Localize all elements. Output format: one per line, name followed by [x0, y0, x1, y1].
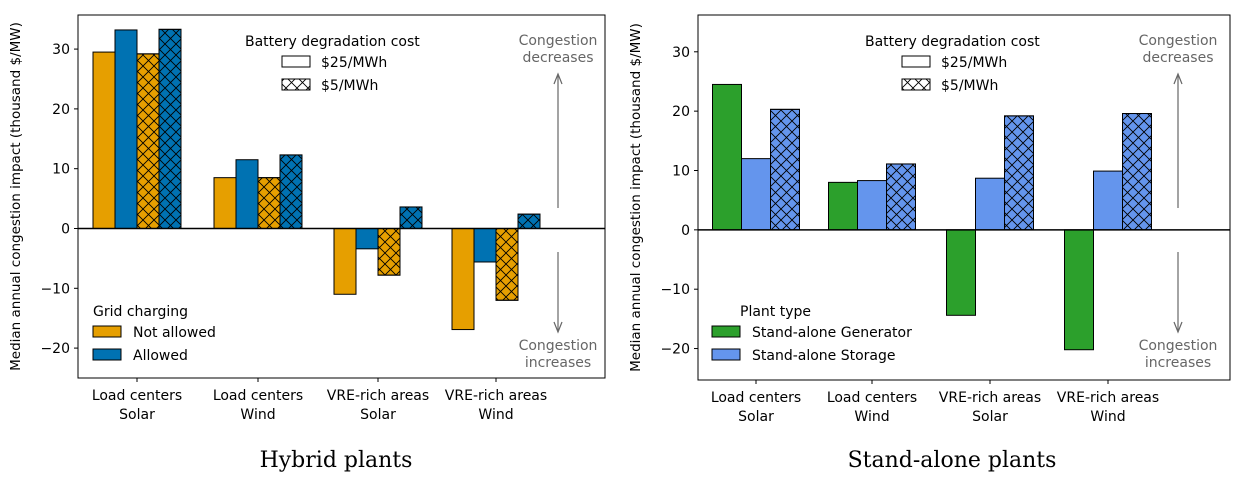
y-tick-label: 30: [52, 42, 70, 58]
plot-frame: [77, 14, 606, 379]
y-axis-label: Median annual congestion impact (thousan…: [628, 23, 644, 372]
legend-swatch: [901, 55, 931, 68]
y-tick-label: 0: [681, 223, 690, 239]
y-tick-label: 10: [672, 163, 690, 179]
arrow-up-head-icon: [553, 72, 563, 85]
x-tick-label: VRE-rich areas Wind: [1057, 390, 1159, 425]
bar-hatch: [517, 213, 541, 229]
bar-hatch: [158, 28, 182, 229]
legend-swatch-hatch: [901, 78, 931, 91]
y-tick-label: −20: [660, 342, 690, 358]
bar-hatch: [495, 227, 519, 301]
bar: [213, 177, 237, 229]
bar-hatch: [257, 177, 281, 229]
bar: [1093, 170, 1123, 231]
bar-hatch: [377, 227, 401, 276]
legend-type-item: Not allowed: [133, 325, 216, 341]
chart-title: Stand-alone plants: [848, 448, 1057, 473]
legend-cost-title: Battery degradation cost: [245, 34, 420, 50]
legend-cost-item: $25/MWh: [321, 55, 387, 71]
bar: [355, 227, 379, 250]
bar-hatch: [1122, 113, 1152, 231]
bar-hatch: [279, 154, 303, 229]
bar: [333, 227, 357, 295]
legend-swatch: [281, 55, 311, 68]
bar-hatch: [136, 53, 160, 229]
legend-swatch: [92, 348, 122, 361]
annotation-increases: Congestion increases: [519, 338, 598, 371]
x-tick-label: Load centers Solar: [92, 388, 182, 423]
bar: [92, 51, 116, 229]
annotation-increases: Congestion increases: [1139, 338, 1218, 371]
legend-type-item: Allowed: [133, 348, 188, 364]
bar: [473, 227, 497, 263]
bar-hatch: [399, 206, 423, 229]
bar: [946, 229, 976, 316]
bar-hatch: [770, 108, 800, 231]
legend-cost-item: $25/MWh: [941, 55, 1007, 71]
y-tick-label: −10: [40, 281, 70, 297]
x-tick-label: VRE-rich areas Solar: [939, 390, 1041, 425]
arrow-down-head-icon: [553, 321, 563, 334]
chart-standalone: Load centers Solar Load centers Wind VRE-ric…: [628, 14, 1231, 473]
legend-type-item: Stand-alone Generator: [752, 325, 912, 341]
legend-swatch: [711, 325, 741, 338]
legend-type-title: Grid charging: [93, 304, 188, 320]
annotation-decreases: Congestion decreases: [519, 33, 598, 66]
y-tick-label: 20: [52, 102, 70, 118]
bar: [451, 227, 475, 331]
annotation-decreases: Congestion decreases: [1139, 33, 1218, 66]
legend-swatch: [711, 348, 741, 361]
legend-cost-item: $5/MWh: [321, 78, 378, 94]
y-tick-label: −20: [40, 341, 70, 357]
bar: [114, 29, 138, 229]
bar-hatch: [886, 163, 916, 231]
bar: [235, 159, 259, 229]
x-tick-label: Load centers Wind: [827, 390, 917, 425]
legend-swatch: [92, 325, 122, 338]
x-tick-label: Load centers Wind: [213, 388, 303, 423]
y-axis-label: Median annual congestion impact (thousan…: [8, 22, 24, 371]
y-tick-label: 20: [672, 104, 690, 120]
plot-frame: [697, 14, 1231, 381]
bar: [741, 158, 771, 231]
legend-cost-title: Battery degradation cost: [865, 34, 1040, 50]
y-tick-label: −10: [660, 282, 690, 298]
x-tick-label: VRE-rich areas Wind: [445, 388, 547, 423]
y-tick-label: 0: [61, 221, 70, 237]
y-tick-label: 30: [672, 45, 690, 61]
legend-type-item: Stand-alone Storage: [752, 348, 896, 364]
chart-title: Hybrid plants: [260, 448, 413, 473]
arrow-up-head-icon: [1173, 72, 1183, 85]
bar: [1064, 229, 1094, 351]
legend-cost-item: $5/MWh: [941, 78, 998, 94]
bar: [828, 181, 858, 231]
bar: [975, 177, 1005, 231]
x-tick-label: Load centers Solar: [711, 390, 801, 425]
legend-type-title: Plant type: [740, 304, 811, 320]
bar-hatch: [1004, 115, 1034, 231]
bar: [712, 83, 742, 231]
x-tick-label: VRE-rich areas Solar: [327, 388, 429, 423]
arrow-down-head-icon: [1173, 321, 1183, 334]
bar: [857, 180, 887, 231]
y-tick-label: 10: [52, 162, 70, 178]
chart-hybrid: Load centers Solar Load centers Wind VRE-ric…: [8, 14, 606, 473]
legend-swatch-hatch: [281, 78, 311, 91]
